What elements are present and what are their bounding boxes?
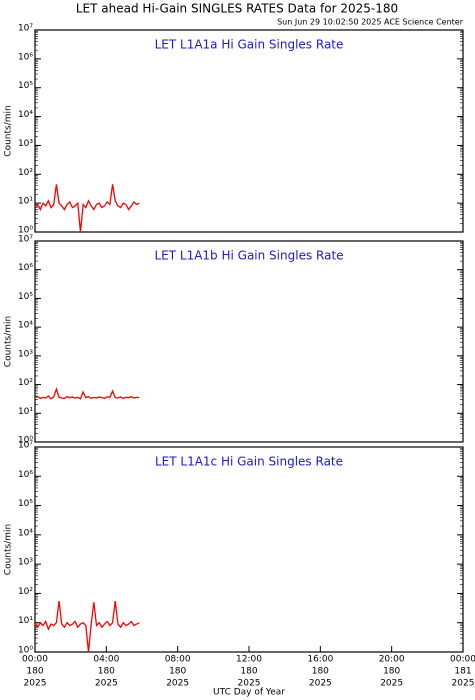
y-tick-label: 10²	[18, 168, 33, 178]
x-tick-label: 12:00	[236, 655, 262, 665]
x-axis-label: UTC Day of Year	[213, 688, 285, 698]
y-tick-label: 10⁵	[18, 292, 33, 302]
y-tick-label: 10⁴	[18, 110, 33, 120]
y-tick-label: 10⁰	[18, 646, 33, 656]
timestamp: Sun Jun 29 10:02:50 2025 ACE Science Cen…	[277, 18, 464, 27]
data-line	[34, 386, 140, 400]
x-tick-label: 00:00	[22, 655, 48, 665]
y-tick-label: 10¹	[18, 197, 33, 207]
panel-title: LET L1A1c Hi Gain Singles Rate	[155, 455, 343, 469]
y-axis-label: Counts/min	[4, 316, 14, 367]
y-tick-label: 10³	[18, 139, 33, 149]
data-line	[34, 600, 140, 653]
y-tick-label: 10⁵	[18, 81, 33, 91]
y-tick-label: 10⁷	[18, 235, 33, 245]
y-tick-label: 10⁶	[18, 52, 33, 62]
x-tick-label: 08:00	[165, 655, 191, 665]
x-tick-label: 180	[169, 667, 186, 677]
x-tick-label: 2025	[452, 679, 475, 689]
plot-frame	[34, 446, 464, 653]
y-tick-label: 10³	[18, 349, 33, 359]
x-tick-label: 2025	[380, 679, 403, 689]
x-tick-label: 2025	[166, 679, 189, 689]
x-tick-label: 180	[383, 667, 400, 677]
x-tick-label: 180	[312, 667, 329, 677]
x-tick-label: 04:00	[93, 655, 119, 665]
x-tick-label: 2025	[309, 679, 332, 689]
panel-title: LET L1A1b Hi Gain Singles Rate	[154, 249, 343, 263]
y-tick-label: 10⁷	[18, 24, 33, 34]
y-tick-label: 10⁰	[18, 226, 33, 236]
x-tick-label: 180	[26, 667, 43, 677]
y-tick-label: 10²	[18, 587, 33, 597]
x-tick-label: 16:00	[307, 655, 333, 665]
y-tick-label: 10³	[18, 558, 33, 568]
y-tick-label: 10⁶	[18, 263, 33, 273]
x-tick-label: 180	[98, 667, 115, 677]
plot-frame	[34, 240, 464, 443]
y-axis-label: Counts/min	[4, 524, 14, 575]
x-tick-label: 00:00	[450, 655, 475, 665]
x-tick-label: 2025	[238, 679, 261, 689]
x-tick-label: 2025	[24, 679, 47, 689]
x-tick-label: 2025	[95, 679, 118, 689]
y-tick-label: 10⁴	[18, 321, 33, 331]
y-tick-label: 10¹	[18, 616, 33, 626]
x-tick-label: 181	[454, 667, 471, 677]
page-title: LET ahead Hi-Gain SINGLES RATES Data for…	[76, 2, 398, 16]
x-tick-label: 20:00	[379, 655, 405, 665]
y-tick-label: 10²	[18, 378, 33, 388]
y-tick-label: 10⁴	[18, 528, 33, 538]
x-tick-label: 180	[240, 667, 257, 677]
y-tick-label: 10⁰	[18, 436, 33, 446]
y-tick-label: 10⁵	[18, 499, 33, 509]
y-tick-label: 10⁶	[18, 470, 33, 480]
y-tick-label: 10¹	[18, 407, 33, 417]
y-axis-label: Counts/min	[4, 105, 14, 156]
y-tick-label: 10⁷	[18, 441, 33, 451]
data-line	[34, 184, 140, 233]
plot-frame	[34, 29, 464, 233]
panel-title: LET L1A1a Hi Gain Singles Rate	[155, 38, 344, 52]
